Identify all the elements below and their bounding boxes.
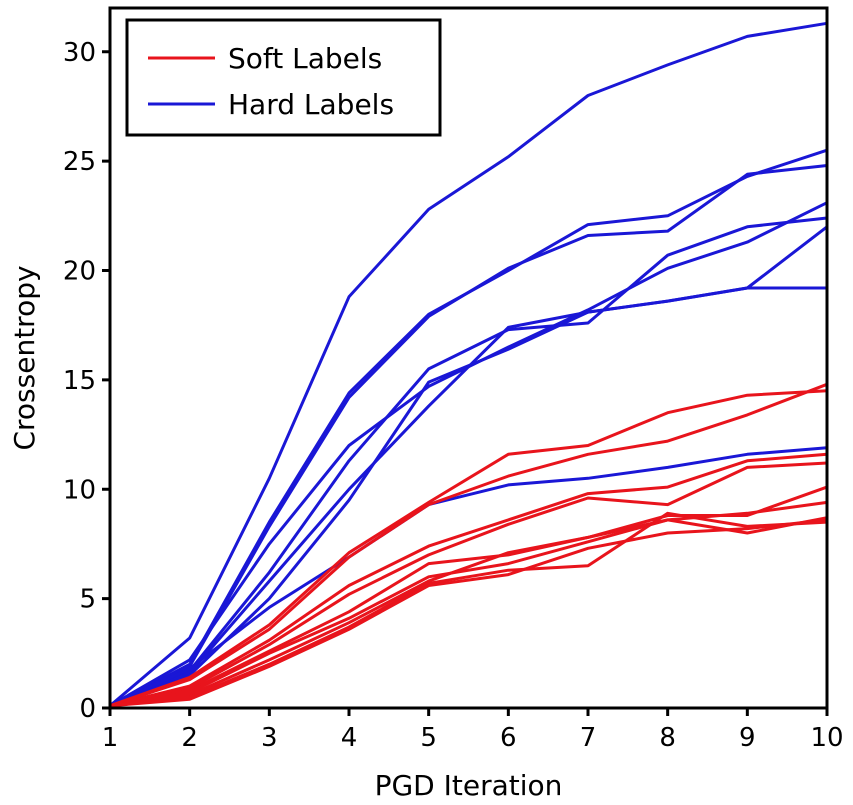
hard-label-line-5 — [109, 225, 828, 708]
y-tick-label-10: 10 — [63, 475, 96, 505]
soft-label-line-15 — [109, 511, 828, 708]
soft-label-line-14 — [109, 516, 828, 708]
hard-label-line-2 — [109, 164, 828, 708]
soft-label-line-11 — [109, 461, 828, 708]
plot-frame — [108, 6, 829, 710]
x-tick-label-9: 9 — [739, 723, 756, 753]
x-axis-title: PGD Iteration — [375, 769, 563, 802]
legend-label-soft-labels: Soft Labels — [228, 42, 382, 75]
y-tick-label-5: 5 — [79, 585, 96, 615]
y-tick-label-25: 25 — [63, 147, 96, 177]
y-tick-label-20: 20 — [63, 257, 96, 287]
hard-label-line-3 — [109, 201, 828, 708]
hard-label-line-7 — [109, 446, 828, 708]
x-tick-label-8: 8 — [659, 723, 676, 753]
soft-label-line-13 — [109, 500, 828, 708]
series-layer — [109, 21, 828, 708]
y-axis-ticks: 0 5 10 15 20 25 30 — [63, 38, 110, 724]
y-tick-label-0: 0 — [79, 694, 96, 724]
legend-label-hard-labels: Hard Labels — [228, 88, 394, 121]
x-tick-label-2: 2 — [181, 723, 198, 753]
y-tick-label-15: 15 — [63, 366, 96, 396]
soft-label-line-10 — [109, 452, 828, 708]
x-tick-label-6: 6 — [500, 723, 517, 753]
x-tick-label-7: 7 — [580, 723, 597, 753]
x-tick-label-4: 4 — [341, 723, 358, 753]
axes — [108, 6, 829, 710]
hard-label-line-4 — [109, 216, 828, 708]
x-tick-label-5: 5 — [420, 723, 437, 753]
legend: Soft Labels Hard Labels — [125, 18, 442, 137]
x-tick-label-1: 1 — [102, 723, 119, 753]
x-tick-label-3: 3 — [261, 723, 278, 753]
legend-box — [125, 18, 442, 137]
soft-label-line-8 — [109, 389, 828, 708]
x-tick-label-10: 10 — [810, 723, 843, 753]
y-axis-title: Crossentropy — [8, 265, 41, 450]
x-axis-ticks: 1 2 3 4 5 6 7 8 9 10 — [102, 708, 844, 753]
hard-label-line-1 — [109, 148, 828, 708]
soft-label-line-16 — [109, 518, 828, 708]
soft-label-line-9 — [109, 382, 828, 708]
y-tick-label-30: 30 — [63, 38, 96, 68]
hard-label-line-0 — [109, 21, 828, 707]
